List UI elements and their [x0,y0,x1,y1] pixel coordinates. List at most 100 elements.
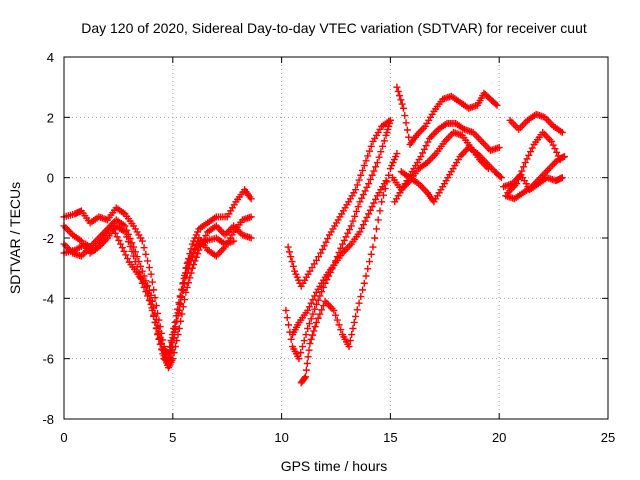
data-point-series-2 [297,349,305,357]
data-point-series-2 [319,283,327,291]
data-point-series-4 [148,304,156,312]
data-point-series-2 [372,163,380,171]
data-point-series-2 [361,187,369,195]
data-point-series-1 [402,119,410,127]
data-point-series-2 [359,191,367,199]
data-point-series-4 [175,299,183,307]
data-point-series-1 [324,235,332,243]
data-point-series-2 [417,153,425,161]
data-point-series-4 [309,296,317,304]
data-point-series-2 [342,233,350,241]
data-point-series-2 [347,222,355,230]
data-point-series-1 [310,260,318,268]
data-point-series-3 [379,191,387,199]
data-point-series-4 [372,195,380,203]
data-point-series-1 [306,267,314,275]
x-tick-label: 0 [60,430,67,445]
y-tick-label: 4 [47,50,54,65]
data-point-series-4 [154,329,162,337]
data-point-series-1 [401,112,409,120]
data-point-series-1 [394,87,402,95]
x-tick-label: 20 [492,430,506,445]
data-point-series-4 [370,199,378,207]
data-point-series-1 [399,104,407,112]
data-point-series-4 [382,177,390,185]
data-point-series-2 [298,343,306,351]
data-point-series-4 [307,299,315,307]
data-point-series-3 [364,265,372,273]
data-point-series-1 [322,238,330,246]
data-point-series-1 [288,258,296,266]
data-point-series-3 [307,335,315,343]
data-point-series-4 [361,217,369,225]
data-point-series-3 [335,321,343,329]
data-point-series-1 [493,101,501,109]
data-point-series-3 [121,228,129,236]
data-point-series-3 [385,171,393,179]
data-point-series-4 [366,206,374,214]
data-point-series-4 [171,318,179,326]
data-point-series-4 [484,165,492,173]
data-point-series-4 [365,210,373,218]
data-point-series-1 [396,92,404,100]
data-point-series-1 [367,142,375,150]
data-point-series-4 [356,228,364,236]
data-point-series-4 [151,318,159,326]
data-point-series-1 [320,242,328,250]
data-point-series-4 [181,269,189,277]
data-point-series-4 [363,213,371,221]
data-point-series-1 [366,147,374,155]
data-point-series-2 [518,167,526,175]
data-point-series-2 [380,137,388,145]
data-point-series-1 [147,270,155,278]
data-point-series-1 [148,278,156,286]
data-point-series-2 [375,153,383,161]
data-point-series-4 [305,303,313,311]
data-point-series-1 [352,186,360,194]
data-point-series-4 [117,240,125,248]
data-point-series-3 [124,238,132,246]
y-axis-label: SDTVAR / TECUs [7,182,23,294]
data-point-series-1 [287,253,295,261]
data-point-series-1 [397,96,405,104]
data-point-series-2 [344,229,352,237]
data-point-series-1 [151,294,159,302]
data-point-series-4 [183,264,191,272]
data-point-series-1 [403,126,411,134]
data-point-series-2 [345,226,353,234]
data-point-series-4 [120,247,128,255]
data-point-series-4 [168,331,176,339]
data-point-series-3 [318,306,326,314]
data-point-series-2 [547,137,555,145]
data-point-series-3 [310,327,318,335]
data-point-series-2 [424,138,432,146]
x-axis-label: GPS time / hours [281,458,388,474]
data-point-series-2 [528,144,536,152]
data-point-series-1 [357,171,365,179]
data-point-series-3 [371,234,379,242]
data-point-series-4 [155,335,163,343]
data-point-series-3 [349,325,357,332]
data-point-series-4 [153,324,161,332]
x-tick-label: 25 [601,430,615,445]
data-point-series-2 [379,142,387,150]
data-point-series-3 [165,353,173,361]
data-point-series-2 [307,315,315,323]
data-point-series-3 [372,225,380,233]
data-point-series-4 [558,174,566,182]
data-point-series-2 [138,267,146,275]
x-tick-label: 15 [383,430,397,445]
data-point-series-2 [365,180,373,188]
data-point-series-2 [305,320,313,328]
data-point-series-2 [287,335,295,343]
y-tick-label: -4 [42,291,54,306]
data-point-series-3 [306,340,314,348]
data-point-series-3 [131,258,139,266]
data-point-series-4 [368,203,376,211]
data-point-series-1 [364,152,372,160]
data-point-series-4 [110,226,118,234]
data-point-series-3 [497,174,505,182]
data-point-series-3 [123,233,131,241]
y-tick-label: -6 [42,352,54,367]
data-point-series-2 [373,159,381,167]
